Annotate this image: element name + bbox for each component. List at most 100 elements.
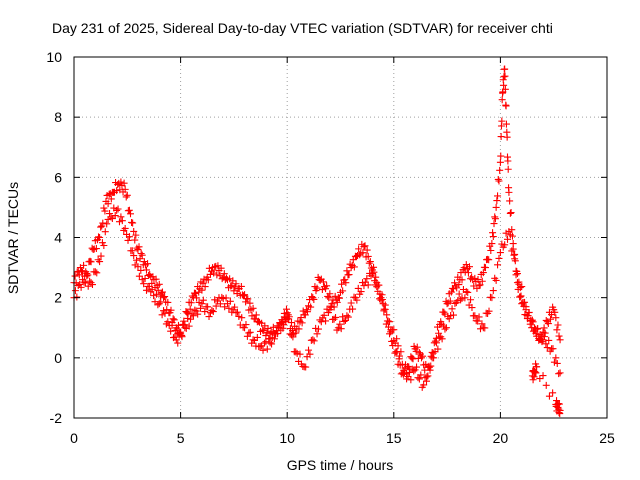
data-point (368, 270, 376, 278)
data-point (488, 240, 496, 248)
data-point (233, 290, 241, 298)
data-point (222, 294, 230, 302)
data-point (533, 325, 541, 333)
data-point (95, 233, 103, 241)
data-point (307, 303, 315, 311)
data-point (457, 296, 465, 304)
data-point (504, 157, 512, 165)
data-point (345, 271, 353, 279)
data-point (106, 210, 114, 218)
data-point (270, 335, 278, 343)
data-point (408, 354, 416, 362)
data-point (138, 251, 146, 259)
x-tick-label: 10 (279, 430, 295, 446)
data-point (533, 363, 541, 371)
data-point (84, 282, 92, 290)
data-point (276, 320, 284, 328)
data-point (488, 294, 496, 302)
data-point (246, 328, 254, 336)
data-point (327, 303, 335, 311)
data-point (107, 213, 115, 221)
data-points (70, 65, 564, 418)
data-point (157, 298, 165, 306)
data-point (331, 292, 339, 300)
data-point (241, 291, 249, 299)
data-point (148, 286, 156, 294)
data-point (133, 256, 141, 264)
data-point (192, 289, 200, 297)
data-point (122, 193, 130, 201)
data-point (130, 252, 138, 260)
data-point (204, 276, 212, 284)
data-point (232, 280, 240, 288)
data-point (117, 178, 125, 186)
data-point (152, 290, 160, 298)
data-point (160, 294, 168, 302)
data-point (212, 302, 220, 310)
data-point (478, 277, 486, 285)
data-point (228, 282, 236, 290)
data-point (144, 260, 152, 268)
data-point (495, 177, 503, 185)
data-point (497, 133, 505, 141)
data-point (140, 280, 148, 288)
data-point (194, 310, 202, 318)
data-point (366, 258, 374, 266)
data-point (370, 268, 378, 276)
y-axis-label: SDTVAR / TECUs (5, 182, 21, 294)
data-point (96, 234, 104, 241)
data-point (481, 324, 489, 332)
data-point (101, 207, 109, 215)
data-point (556, 336, 564, 344)
data-point (137, 266, 145, 274)
data-point (264, 324, 272, 332)
data-point (487, 246, 495, 254)
data-point (259, 346, 267, 354)
data-point (539, 372, 547, 380)
data-point (134, 263, 142, 271)
data-point (357, 288, 365, 296)
data-point (218, 275, 226, 283)
data-point (99, 219, 107, 227)
data-point (178, 333, 186, 341)
data-point (217, 264, 225, 272)
data-point (364, 252, 372, 260)
data-point (295, 325, 303, 333)
data-point (88, 281, 96, 289)
data-point (201, 308, 209, 316)
data-point (73, 293, 81, 301)
data-point (80, 261, 88, 269)
data-point (272, 329, 280, 337)
data-point (185, 322, 193, 330)
data-point (76, 280, 84, 288)
data-point (282, 305, 290, 313)
data-point (135, 243, 143, 251)
data-point (422, 377, 430, 385)
data-point (549, 389, 557, 397)
data-point (101, 228, 109, 236)
data-point (364, 281, 372, 289)
data-point (179, 321, 187, 329)
data-point (317, 318, 325, 326)
data-point (169, 315, 177, 323)
x-tick-label: 25 (599, 430, 615, 446)
data-point (393, 335, 401, 343)
data-point (323, 282, 331, 290)
data-point (189, 312, 197, 320)
data-point (412, 347, 420, 355)
data-point (418, 354, 426, 362)
data-point (175, 329, 183, 337)
data-point (518, 283, 526, 291)
data-point (503, 133, 511, 141)
data-point (539, 336, 547, 344)
data-point (326, 290, 334, 298)
data-point (549, 345, 557, 353)
data-point (287, 319, 295, 327)
data-point (532, 329, 540, 337)
data-point (199, 296, 207, 304)
data-point (111, 212, 119, 220)
x-axis-label: GPS time / hours (287, 457, 394, 473)
data-point (158, 288, 166, 296)
data-point (501, 85, 509, 93)
data-point (92, 245, 100, 253)
